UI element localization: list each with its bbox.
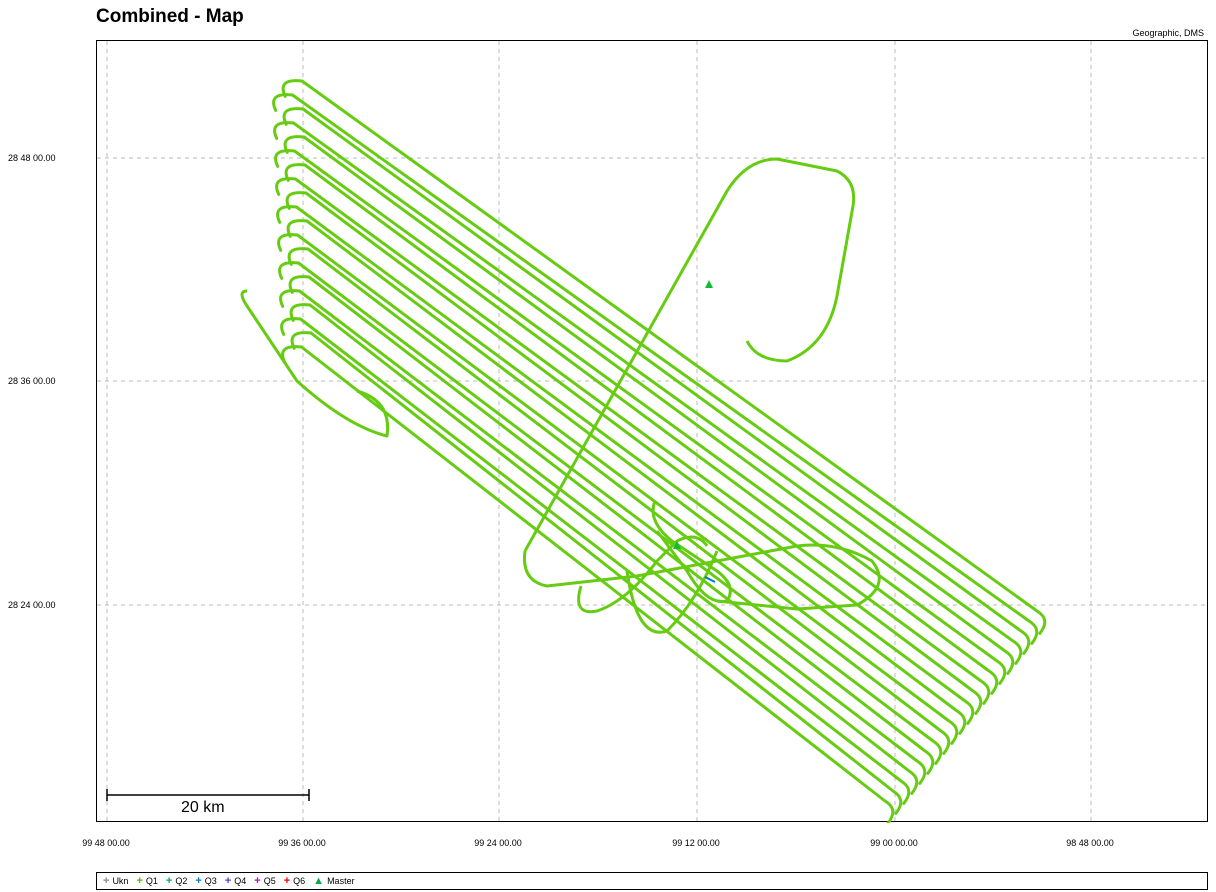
map-title: Combined - Map bbox=[96, 6, 244, 27]
crossing-track bbox=[651, 500, 732, 604]
flight-track-extra bbox=[240, 157, 881, 634]
scale-bar bbox=[106, 789, 310, 801]
survey-line bbox=[278, 261, 943, 765]
legend-item-master[interactable]: ▲ Master bbox=[313, 874, 355, 887]
legend-symbol: + bbox=[283, 874, 291, 887]
map-plot-area[interactable]: 20 km bbox=[96, 40, 1209, 823]
y-tick-label: 28 48 00.00 bbox=[8, 153, 56, 163]
legend-symbol: + bbox=[224, 874, 232, 887]
legend-label: Q5 bbox=[263, 876, 276, 886]
track-points bbox=[673, 280, 716, 583]
x-tick-label: 99 12 00.00 bbox=[672, 838, 720, 848]
legend: + Ukn + Q1 + Q2 + Q3 + Q4 + Q5 + Q6 ▲ Ma… bbox=[96, 872, 1208, 890]
legend-symbol: + bbox=[165, 874, 173, 887]
legend-label: Q6 bbox=[293, 876, 306, 886]
x-tick-label: 99 48 00.00 bbox=[82, 838, 130, 848]
crossing-track bbox=[240, 289, 390, 438]
x-tick-label: 99 36 00.00 bbox=[278, 838, 326, 848]
y-tick-label: 28 24 00.00 bbox=[8, 600, 56, 610]
legend-item-q1[interactable]: + Q1 bbox=[136, 874, 158, 887]
y-tick-label: 28 36 00.00 bbox=[8, 376, 56, 386]
master-station-icon bbox=[673, 541, 681, 549]
crossing-track bbox=[625, 550, 719, 634]
legend-symbol: + bbox=[195, 874, 202, 887]
x-tick-label: 99 00 00.00 bbox=[870, 838, 918, 848]
x-tick-label: 99 24 00.00 bbox=[474, 838, 522, 848]
legend-label: Ukn bbox=[112, 876, 129, 886]
survey-line bbox=[273, 121, 1023, 665]
survey-line bbox=[277, 233, 959, 745]
legend-symbol: + bbox=[136, 874, 143, 887]
legend-label: Q2 bbox=[175, 876, 188, 886]
legend-label: Q1 bbox=[145, 876, 158, 886]
legend-symbol: ▲ bbox=[313, 874, 325, 887]
grid-lines bbox=[97, 41, 1209, 823]
legend-symbol: + bbox=[254, 874, 261, 887]
master-station-icon bbox=[705, 280, 713, 288]
survey-line bbox=[272, 93, 1039, 645]
flight-track bbox=[272, 79, 1047, 823]
survey-line bbox=[280, 317, 911, 805]
survey-line bbox=[281, 345, 895, 823]
survey-line bbox=[274, 149, 1007, 685]
x-tick-label: 98 48 00.00 bbox=[1066, 838, 1114, 848]
legend-symbol: + bbox=[103, 874, 110, 887]
legend-item-q3[interactable]: + Q3 bbox=[195, 874, 217, 887]
legend-item-q2[interactable]: + Q2 bbox=[165, 874, 188, 887]
survey-line bbox=[279, 289, 927, 785]
legend-item-q6[interactable]: + Q6 bbox=[283, 874, 306, 887]
q3-point bbox=[704, 576, 716, 583]
survey-line bbox=[275, 177, 991, 705]
legend-label: Master bbox=[327, 876, 355, 886]
legend-item-ukn[interactable]: + Ukn bbox=[103, 874, 129, 887]
scale-bar-label: 20 km bbox=[181, 799, 225, 816]
coordinate-system-label: Geographic, DMS bbox=[1132, 28, 1204, 38]
legend-label: Q4 bbox=[234, 876, 247, 886]
crossing-track bbox=[522, 543, 881, 611]
legend-label: Q3 bbox=[204, 876, 217, 886]
legend-item-q4[interactable]: + Q4 bbox=[224, 874, 247, 887]
map-canvas[interactable] bbox=[97, 41, 1209, 823]
survey-line bbox=[276, 205, 975, 725]
legend-item-q5[interactable]: + Q5 bbox=[254, 874, 276, 887]
crossing-track bbox=[523, 157, 856, 552]
